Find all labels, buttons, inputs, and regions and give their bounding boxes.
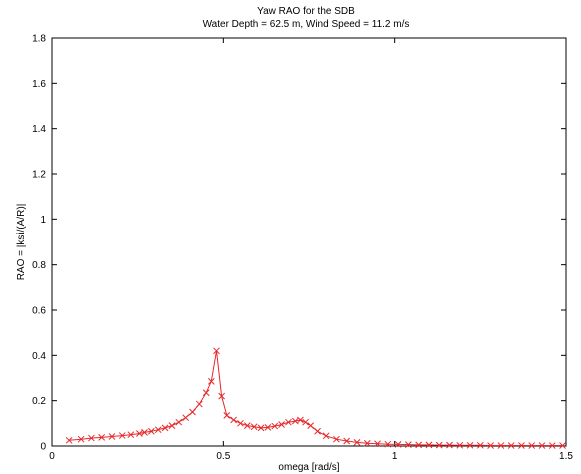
data-point-marker (175, 418, 183, 426)
data-point-marker (353, 439, 361, 446)
y-tick-label: 1.6 (32, 79, 46, 90)
y-tick-label: 1.8 (32, 34, 46, 45)
data-point-marker (136, 430, 143, 437)
data-point-marker (218, 392, 225, 400)
y-axis-label: RAO = |ksi/(A/R)| (16, 204, 27, 281)
data-point-marker (257, 424, 265, 432)
data-point-marker (507, 442, 515, 449)
x-tick-label: 1.5 (559, 451, 573, 462)
data-point-marker (108, 433, 116, 440)
data-point-marker (230, 416, 237, 424)
data-point-marker (250, 423, 258, 431)
data-point-marker (374, 440, 381, 448)
data-point-marker (202, 389, 210, 397)
y-tick-label: 1.2 (32, 170, 46, 181)
series-line (69, 350, 563, 446)
data-point-marker (487, 442, 494, 449)
x-tick-label: 1 (392, 451, 398, 462)
data-point-marker (118, 432, 126, 439)
data-point-marker (322, 432, 330, 440)
data-point-marker (161, 424, 169, 432)
data-point-marker (271, 422, 279, 430)
x-axis-ticks (51, 38, 567, 446)
data-point-marker (141, 429, 148, 436)
data-point-marker (77, 435, 85, 443)
data-point-marker (264, 424, 272, 431)
data-point-marker (302, 418, 309, 426)
data-point-marker (182, 414, 189, 422)
data-point-marker (384, 440, 392, 448)
data-point-marker (476, 441, 484, 449)
data-point-marker (415, 441, 423, 449)
data-point-marker (466, 441, 474, 449)
x-tick-label: 0.5 (216, 451, 230, 462)
data-point-marker (548, 442, 556, 449)
data-point-marker (207, 378, 215, 385)
data-point-marker (237, 419, 244, 427)
data-point-marker (528, 442, 536, 449)
y-tick-label: 1 (40, 215, 46, 226)
y-tick-label: 0.8 (32, 260, 46, 271)
y-tick-label: 0.2 (32, 396, 46, 407)
data-point-marker (538, 442, 546, 449)
data-point-marker (88, 434, 95, 442)
data-point-marker (425, 441, 433, 449)
x-tick-label: 0 (49, 451, 55, 462)
data-point-marker (65, 436, 73, 444)
data-point-marker (307, 422, 315, 429)
data-point-marker (291, 417, 299, 425)
y-tick-label: 0 (40, 442, 46, 453)
chart-subtitle: Water Depth = 62.5 m, Wind Speed = 11.2 … (203, 19, 410, 30)
data-point-marker (195, 400, 203, 408)
y-tick-label: 1.4 (32, 124, 46, 135)
x-axis-label: omega [rad/s] (278, 462, 339, 473)
data-point-marker (297, 416, 304, 424)
data-point-marker (497, 442, 505, 449)
x-axis-tick-labels: 0 0.5 1 1.5 (49, 451, 573, 462)
data-point-marker (559, 442, 566, 449)
data-point-marker (213, 347, 220, 355)
data-point-marker (405, 441, 412, 448)
data-point-marker (223, 412, 231, 419)
data-point-marker (285, 418, 292, 426)
data-point-marker (278, 421, 285, 428)
series-layer (65, 347, 566, 449)
data-point-marker (127, 431, 135, 439)
data-point-marker (343, 437, 351, 445)
data-point-marker (518, 442, 525, 449)
data-point-marker (189, 408, 196, 416)
data-point-marker (148, 427, 155, 435)
data-point-marker (243, 422, 251, 429)
y-tick-label: 0.6 (32, 306, 46, 317)
data-point-marker (435, 441, 443, 449)
data-point-marker (98, 434, 106, 441)
chart-title: Yaw RAO for the SDB (257, 6, 355, 17)
data-point-marker (446, 441, 453, 449)
data-point-marker (456, 441, 464, 449)
data-point-marker (168, 422, 176, 429)
data-point-marker (314, 427, 321, 435)
data-point-marker (394, 441, 402, 448)
data-point-marker (363, 439, 371, 447)
y-tick-label: 0.4 (32, 351, 46, 362)
data-point-marker (333, 435, 340, 443)
y-axis-tick-labels: 0 0.2 0.4 0.6 0.8 1 1.2 1.4 1.6 1.8 (32, 34, 46, 453)
plot-area (51, 37, 567, 447)
data-point-marker (154, 426, 162, 434)
